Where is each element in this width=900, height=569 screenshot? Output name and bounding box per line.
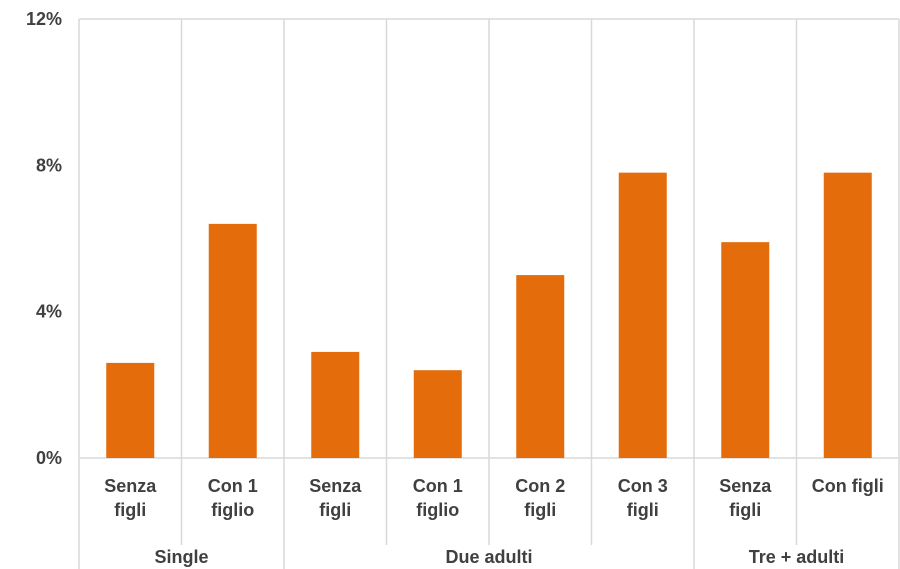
- bars: [106, 172, 872, 458]
- bar: [311, 351, 360, 458]
- category-label: Senza figli: [719, 476, 772, 520]
- bar: [618, 172, 667, 458]
- bar: [208, 223, 257, 458]
- bar: [823, 172, 872, 458]
- bar: [106, 362, 155, 458]
- category-label: Con 3 figli: [618, 476, 668, 520]
- y-tick-label: 4%: [36, 302, 62, 322]
- bar: [721, 242, 770, 458]
- y-tick-label: 8%: [36, 155, 62, 175]
- category-label: Senza figli: [104, 476, 157, 520]
- group-label: Single: [154, 547, 208, 567]
- category-label: Con 2 figli: [515, 476, 565, 520]
- bar: [516, 275, 565, 458]
- grid-lines: [78, 18, 900, 569]
- category-label: Con 1 figlio: [208, 476, 258, 520]
- y-tick-label: 12%: [26, 9, 62, 29]
- y-axis-ticks: 0% 4% 8% 12%: [26, 9, 62, 468]
- group-labels: Single Due adulti Tre + adulti: [154, 547, 844, 567]
- bar: [413, 370, 462, 458]
- y-tick-label: 0%: [36, 448, 62, 468]
- group-label: Due adulti: [445, 547, 532, 567]
- category-label: Con figli: [812, 476, 884, 496]
- category-label: Con 1 figlio: [413, 476, 463, 520]
- category-label: Senza figli: [309, 476, 362, 520]
- category-labels: Senza figli Con 1 figlio Senza figli Con 1 figl…: [104, 476, 884, 520]
- group-label: Tre + adulti: [749, 547, 845, 567]
